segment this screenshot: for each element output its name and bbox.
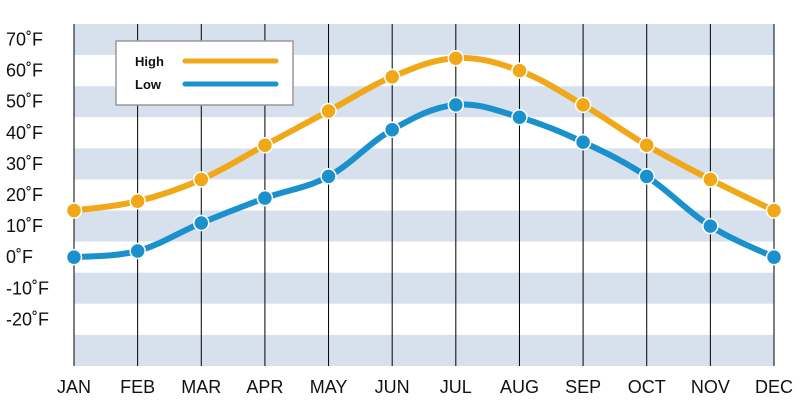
x-tick-label: APR	[246, 377, 283, 397]
data-point-high	[702, 171, 719, 188]
data-point-low	[574, 133, 592, 151]
data-point-low	[511, 109, 528, 126]
x-tick-label: MAR	[181, 377, 221, 397]
data-point-high	[447, 49, 465, 67]
data-point-high	[193, 171, 210, 188]
x-tick-label: AUG	[500, 377, 539, 397]
y-tick-label: 70˚F	[6, 30, 43, 50]
data-point-low	[65, 248, 83, 266]
y-tick-label: 10˚F	[6, 216, 43, 236]
background-band	[74, 303, 774, 335]
data-point-low	[702, 217, 719, 235]
data-point-low	[447, 96, 465, 114]
x-tick-label: NOV	[691, 377, 730, 397]
x-tick-label: OCT	[628, 377, 666, 397]
data-point-high	[765, 202, 783, 219]
data-point-high	[65, 202, 83, 219]
x-axis-ticks: JAN FEB MAR APR MAY JUN JUL AUG SEP OCT NOV DEC	[57, 377, 793, 397]
data-point-low	[129, 242, 146, 260]
legend-label-low: Low	[135, 77, 162, 92]
series-points	[65, 49, 783, 266]
data-point-low	[765, 248, 783, 266]
data-point-low	[383, 121, 401, 138]
background-band	[74, 241, 774, 273]
background-band	[74, 210, 774, 242]
x-tick-label: JUN	[375, 377, 410, 397]
data-point-high	[574, 96, 592, 114]
y-tick-label: -10˚F	[6, 278, 49, 298]
x-tick-label: JUL	[440, 377, 472, 397]
background-band	[74, 272, 774, 304]
data-point-high	[320, 102, 337, 120]
legend-box	[115, 40, 294, 106]
y-axis-ticks: -20˚F -10˚F 0˚F 10˚F 20˚F 30˚F 40˚F 50˚F 60˚F 70˚…	[6, 30, 49, 330]
y-tick-label: 0˚F	[6, 247, 33, 267]
y-tick-label: 20˚F	[6, 185, 43, 205]
x-tick-label: SEP	[565, 377, 601, 397]
data-point-low	[256, 189, 274, 207]
legend: High Low	[115, 40, 294, 106]
data-point-low	[638, 168, 655, 185]
legend-label-high: High	[135, 54, 164, 69]
data-point-low	[320, 168, 337, 185]
x-tick-label: JAN	[57, 377, 91, 397]
x-tick-label: DEC	[755, 377, 793, 397]
data-point-high	[129, 192, 146, 210]
data-point-high	[383, 68, 401, 86]
y-tick-label: 50˚F	[6, 92, 43, 112]
y-tick-label: 40˚F	[6, 123, 43, 143]
y-tick-label: 30˚F	[6, 154, 43, 174]
background-band	[74, 334, 774, 366]
x-tick-label: FEB	[120, 377, 155, 397]
x-tick-label: MAY	[310, 377, 348, 397]
background-band	[74, 117, 774, 149]
background-band	[74, 148, 774, 180]
y-tick-label: 60˚F	[6, 61, 43, 81]
data-point-low	[193, 214, 210, 232]
data-point-high	[638, 137, 655, 154]
y-tick-label: -20˚F	[6, 309, 49, 329]
background-bands	[74, 24, 774, 366]
data-point-high	[256, 137, 274, 154]
data-point-high	[511, 62, 528, 79]
